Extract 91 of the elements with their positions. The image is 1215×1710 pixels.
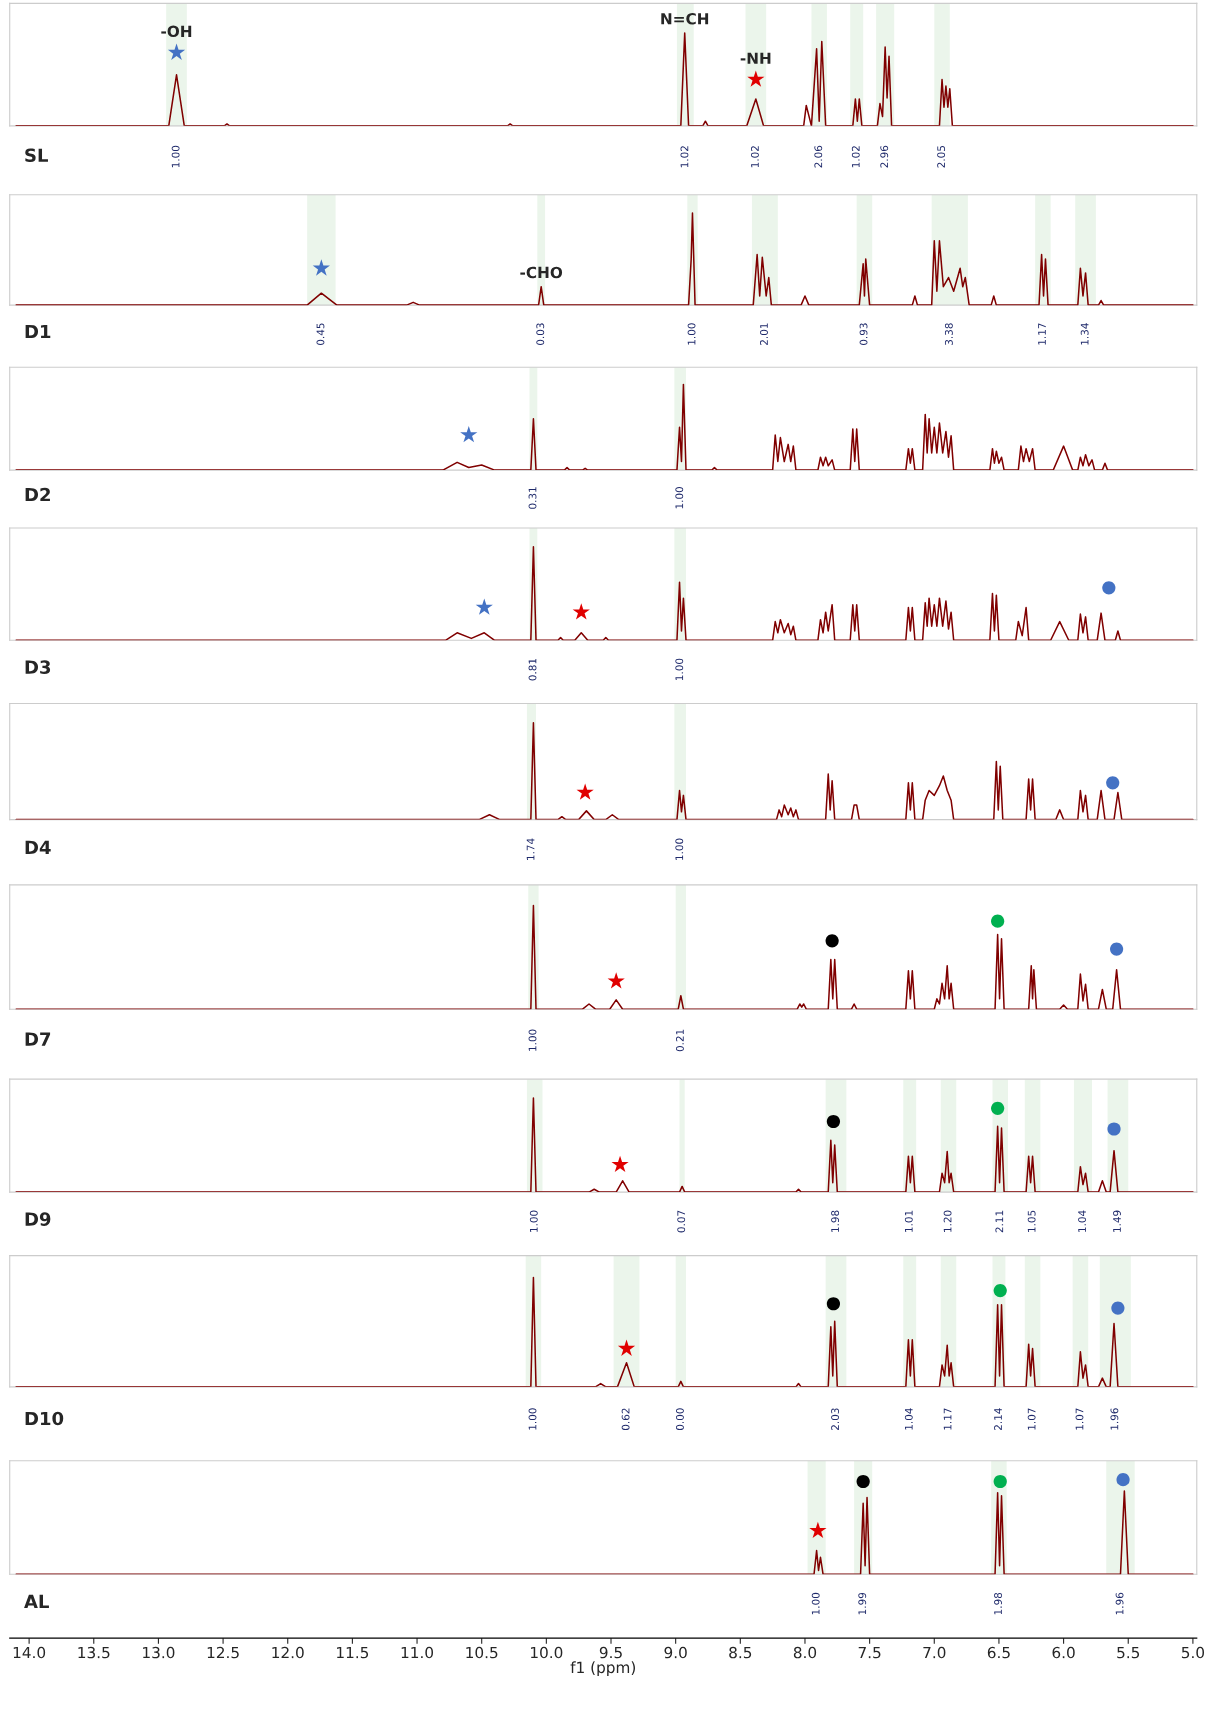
x-tick-label: 11.5 <box>337 1646 369 1659</box>
band-label: 0.93 <box>859 323 868 346</box>
band-label: 1.00 <box>675 838 684 860</box>
x-tick-label: 12.5 <box>207 1646 239 1659</box>
band-label: 1.17 <box>943 1408 952 1430</box>
band-label: 1.00 <box>675 658 684 681</box>
band-label: 0.31 <box>528 487 537 509</box>
point <box>617 1339 636 1356</box>
x-axis-title: f1 (ppm) <box>570 1661 636 1677</box>
x-tick-label: 12.0 <box>272 1646 304 1659</box>
band-label: 1.20 <box>943 1210 952 1232</box>
band-label: 2.06 <box>814 145 823 168</box>
band-label: 1.02 <box>680 146 689 168</box>
band-label: 1.74 <box>526 838 535 860</box>
x-tick-label: 10.0 <box>531 1646 563 1659</box>
band-label: 2.05 <box>937 146 946 168</box>
text: D2 <box>25 487 50 502</box>
band-label: 0.45 <box>316 323 325 346</box>
x-tick-label: 6.0 <box>1052 1646 1075 1659</box>
text: D10 <box>25 1411 64 1426</box>
x-tick-label: 9.0 <box>664 1646 687 1659</box>
point <box>993 1284 1007 1298</box>
annotation: N=CH <box>661 13 709 25</box>
point <box>826 1114 840 1129</box>
band-label: 0.07 <box>677 1210 686 1233</box>
band-label: 1.17 <box>1038 323 1046 345</box>
band-label: 2.11 <box>995 1210 1004 1233</box>
x-tick-label: 6.5 <box>987 1646 1010 1659</box>
series-label: -NH <box>740 52 771 64</box>
band-label: 1.96 <box>1110 1408 1119 1430</box>
band-label: 1.07 <box>1075 1408 1084 1430</box>
band-label: 1.99 <box>858 1592 867 1615</box>
point <box>611 1155 629 1173</box>
band-label: 1.96 <box>1115 1592 1124 1615</box>
point <box>1107 1122 1121 1136</box>
band-label: 2.01 <box>760 323 768 345</box>
band-label: 1.07 <box>1027 1408 1036 1430</box>
band-label: 0.62 <box>621 1408 630 1431</box>
band-label: 1.00 <box>529 1210 538 1232</box>
x-tick-label: 13.0 <box>143 1646 175 1659</box>
band-label: 0.00 <box>675 1408 684 1431</box>
x-tick-label: 9.5 <box>599 1646 622 1659</box>
band-label: 2.03 <box>831 1408 840 1430</box>
x-tick-label: 5.0 <box>1181 1646 1205 1659</box>
text: D4 <box>25 840 51 854</box>
band-label: 1.04 <box>904 1408 913 1430</box>
series-label: -OH <box>161 25 192 38</box>
band-label: 1.04 <box>1078 1210 1087 1232</box>
x-tick-label: 8.5 <box>729 1646 752 1659</box>
x-tick-label: 10.5 <box>466 1646 498 1659</box>
text: D3 <box>25 660 51 674</box>
band-label: 1.00 <box>811 1592 820 1615</box>
band-label: 2.14 <box>994 1408 1002 1430</box>
text: SL <box>25 148 48 163</box>
annotation: -CHO <box>520 266 563 279</box>
band-label: 1.00 <box>675 487 684 509</box>
x-tick-label: 8.0 <box>793 1646 817 1659</box>
band-label: 0.81 <box>528 658 537 681</box>
point <box>825 934 839 948</box>
band-label: 1.02 <box>750 146 759 168</box>
band-label: 1.00 <box>171 145 180 168</box>
x-tick-label: 7.5 <box>858 1646 881 1659</box>
text: D9 <box>25 1212 51 1226</box>
text: D1 <box>25 324 51 339</box>
text: D7 <box>25 1032 51 1046</box>
x-tick-label: 5.5 <box>1117 1646 1140 1659</box>
band-label: 1.00 <box>528 1029 537 1051</box>
band-label: 1.02 <box>851 146 860 168</box>
x-tick-label: 13.5 <box>78 1646 110 1659</box>
x-tick-label: 14.0 <box>13 1646 46 1659</box>
point <box>1111 1301 1125 1315</box>
point <box>826 1297 840 1311</box>
band-label: 2.96 <box>880 145 889 168</box>
band-label: 1.49 <box>1113 1210 1121 1232</box>
point <box>991 1101 1005 1115</box>
point <box>1110 942 1124 956</box>
band-label: 0.21 <box>675 1029 684 1052</box>
band-label: 1.34 <box>1080 323 1089 345</box>
x-tick-label: 7.0 <box>923 1646 946 1659</box>
band-label: 3.38 <box>944 323 953 345</box>
band-label: 0.03 <box>536 323 545 346</box>
band-label: 1.00 <box>528 1408 537 1430</box>
x-tick-label: 11.0 <box>401 1646 434 1659</box>
band-label: 1.98 <box>831 1210 840 1232</box>
point <box>991 914 1005 928</box>
band-label: 1.01 <box>904 1210 913 1232</box>
band-label: 1.00 <box>687 323 696 345</box>
band-label: 1.98 <box>994 1592 1002 1615</box>
point <box>607 972 625 989</box>
band-label: 1.05 <box>1027 1210 1036 1232</box>
text: AL <box>24 1594 49 1609</box>
